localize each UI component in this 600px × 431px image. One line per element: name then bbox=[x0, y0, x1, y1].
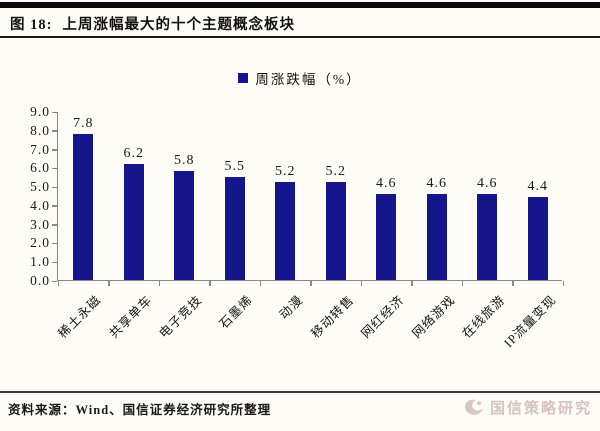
y-axis-tick bbox=[52, 224, 57, 226]
x-axis-tick bbox=[259, 281, 261, 286]
legend-swatch-icon bbox=[238, 73, 249, 83]
bar bbox=[376, 193, 397, 280]
x-axis-tick bbox=[360, 281, 362, 286]
top-divider bbox=[0, 2, 600, 8]
x-axis-category-label: 移动转售 bbox=[308, 292, 357, 341]
x-axis-tick bbox=[512, 281, 514, 286]
y-axis-tick bbox=[52, 242, 57, 245]
y-axis-tick-label: 8.0 bbox=[30, 122, 50, 138]
figure-title: 图 18: 上周涨幅最大的十个主题概念板块 bbox=[10, 13, 590, 34]
x-axis-tick bbox=[209, 281, 211, 286]
x-axis-tick bbox=[108, 281, 110, 286]
y-axis-tick bbox=[52, 186, 57, 189]
footer-divider bbox=[0, 391, 600, 393]
x-axis-category-label: 网红经济 bbox=[358, 292, 407, 341]
title-divider bbox=[0, 36, 600, 38]
x-axis-tick bbox=[310, 281, 312, 286]
bar-value-label: 4.6 bbox=[477, 175, 498, 191]
y-axis-tick-label: 4.0 bbox=[30, 197, 50, 213]
x-axis-category-label: IP流量变现 bbox=[501, 292, 559, 351]
bar-value-label: 7.8 bbox=[73, 115, 94, 131]
x-axis-tick bbox=[158, 281, 160, 286]
chart-legend: 周涨跌幅（%） bbox=[0, 68, 600, 88]
bar bbox=[426, 193, 447, 280]
brand-watermark: 国信策略研究 bbox=[462, 396, 592, 418]
x-axis-category-label: 稀土永磁 bbox=[55, 292, 104, 341]
y-axis-tick bbox=[52, 111, 57, 113]
bar bbox=[477, 193, 498, 280]
bar-value-label: 4.6 bbox=[376, 175, 397, 191]
x-axis-tick bbox=[562, 281, 564, 286]
x-axis-tick bbox=[57, 281, 59, 286]
y-axis-tick-label: 1.0 bbox=[30, 254, 50, 270]
bar-value-label: 5.2 bbox=[275, 164, 296, 180]
bar-value-label: 5.5 bbox=[224, 158, 245, 174]
bar bbox=[224, 176, 245, 280]
bar bbox=[73, 133, 94, 280]
y-axis-tick-label: 5.0 bbox=[30, 179, 50, 195]
source-note: 资料来源：Wind、国信证券经济研究所整理 bbox=[8, 403, 272, 417]
y-axis-tick bbox=[52, 149, 57, 151]
y-axis-tick bbox=[52, 261, 57, 264]
y-axis-tick-label: 7.0 bbox=[30, 141, 50, 157]
fish-logo-icon bbox=[464, 399, 483, 415]
x-axis-category-label: 石墨烯 bbox=[216, 292, 256, 332]
bar bbox=[275, 182, 296, 280]
y-axis-tick-label: 0.0 bbox=[30, 273, 50, 288]
figure-title-text: 上周涨幅最大的十个主题概念板块 bbox=[62, 17, 295, 33]
figure-number-label: 图 18: bbox=[10, 17, 53, 33]
y-axis-tick-label: 3.0 bbox=[30, 216, 50, 232]
bar-value-label: 4.4 bbox=[527, 179, 548, 195]
x-axis-category-label: 电子竞技 bbox=[156, 292, 205, 341]
y-axis-tick bbox=[52, 205, 57, 207]
bar bbox=[325, 182, 346, 280]
watermark-text: 国信策略研究 bbox=[489, 400, 592, 417]
x-axis-category-label: 网络游戏 bbox=[409, 292, 458, 341]
y-axis-tick bbox=[52, 280, 57, 282]
y-axis-tick bbox=[52, 130, 57, 132]
x-axis-tick bbox=[461, 281, 463, 286]
x-axis-category-label: 动漫 bbox=[276, 292, 306, 322]
bar bbox=[123, 163, 144, 280]
y-axis-tick-label: 9.0 bbox=[30, 104, 50, 119]
y-axis-tick-label: 6.0 bbox=[30, 160, 50, 176]
bar-value-label: 6.2 bbox=[123, 145, 144, 161]
x-axis-category-label: 共享单车 bbox=[106, 292, 155, 341]
y-axis-tick-label: 2.0 bbox=[30, 235, 50, 251]
x-axis-tick bbox=[411, 281, 413, 286]
bar bbox=[527, 197, 548, 280]
bar-value-label: 5.2 bbox=[325, 164, 346, 180]
bar-value-label: 5.8 bbox=[174, 153, 195, 169]
legend-label: 周涨跌幅（%） bbox=[255, 72, 362, 87]
bar bbox=[174, 171, 195, 280]
y-axis-tick bbox=[52, 167, 57, 170]
bar-chart-plot-area: 9.0 8.0 7.0 6.0 5.0 4.0 3.0 2.0 1.0 0.0 7.8 稀土永磁 6.2… bbox=[30, 104, 564, 350]
bar-value-label: 4.6 bbox=[426, 175, 447, 191]
